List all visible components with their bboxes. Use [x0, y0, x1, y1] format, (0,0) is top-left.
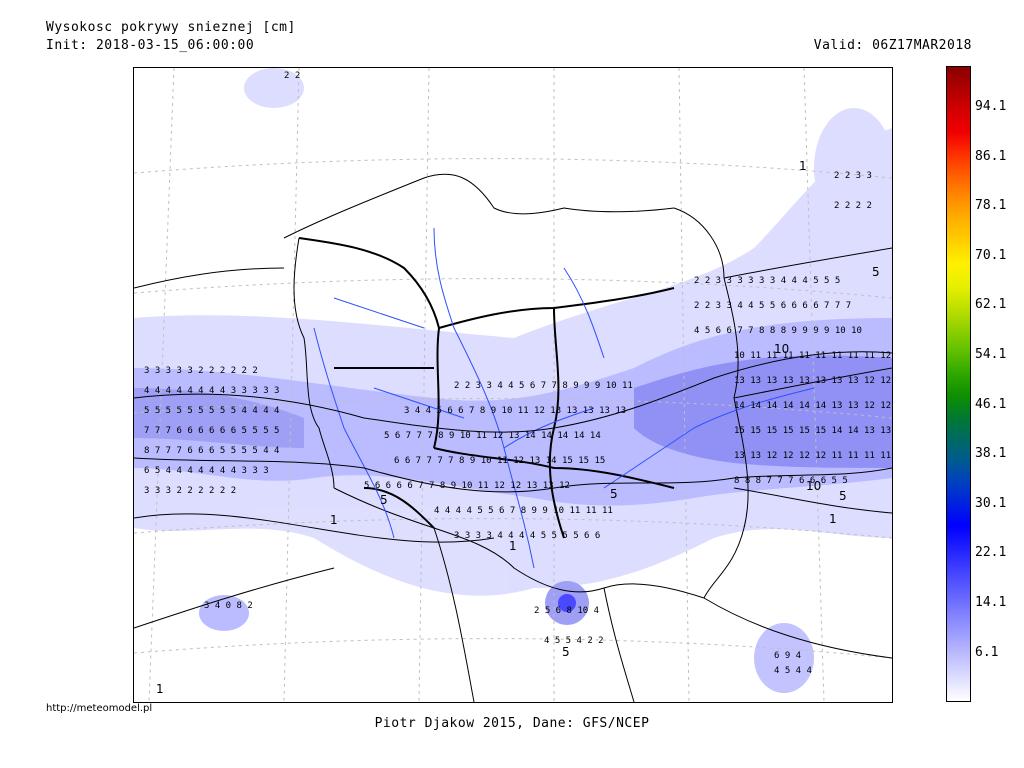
contours: [134, 351, 892, 543]
legend-label: 78.1: [975, 198, 1007, 214]
valid-time: Valid: 06Z17MAR2018: [813, 38, 972, 53]
snow-spot-tatra-core: [558, 594, 576, 612]
contour-label-1-northeast: 1: [799, 159, 807, 173]
snow-band-core-west: [134, 388, 304, 448]
contour-label-5-east: 5: [872, 265, 880, 279]
svg-text:2 2 3 3 4 4 5 5 6 6 6 6 7 7 7: 2 2 3 3 4 4 5 5 6 6 6 6 7 7 7: [694, 301, 851, 311]
snow-spot-north: [244, 68, 304, 108]
svg-text:13 13 13 13 13 13 13 13 12 12: 13 13 13 13 13 13 13 13 12 12: [734, 376, 891, 386]
svg-text:8 8 8 7 7 7 6 6 6 5 5: 8 8 8 7 7 7 6 6 6 5 5: [734, 476, 848, 486]
neighbor-border-1: [134, 267, 285, 289]
svg-text:3 4 4 5 6 6 7 8 9 10 11 12 13: 3 4 4 5 6 6 7 8 9 10 11 12 13 13 13 13 1…: [404, 406, 626, 416]
contour-label-1-corner: 1: [156, 682, 164, 696]
svg-text:4 4 4 4 5 5 6 7 8 9 9 10 11 11: 4 4 4 4 5 5 6 7 8 9 9 10 11 11 11: [434, 506, 613, 516]
neighbor-border-7: [603, 587, 635, 702]
contour-label-1-south: 1: [509, 539, 517, 553]
rivers: [313, 227, 815, 569]
borders: [134, 173, 892, 702]
graticule: [134, 68, 892, 702]
svg-text:15 15 15 15 15 15 14 14 13 13: 15 15 15 15 15 15 14 14 13 13: [734, 426, 891, 436]
svg-text:4 4 4 4 4 4 4 4 3 3 3 3 3: 4 4 4 4 4 4 4 4 3 3 3 3 3: [144, 386, 279, 396]
svg-text:5 5 5 5 5 5 5 5 5 4 4 4 4: 5 5 5 5 5 5 5 5 5 4 4 4 4: [144, 406, 279, 416]
svg-text:3 3 3 3 4 4 4 4 5 5 5 5 6 6: 3 3 3 3 4 4 4 4 5 5 5 5 6 6: [454, 531, 600, 541]
svg-text:8 7 7 7 6 6 6 5 5 5 5 4 4: 8 7 7 7 6 6 6 5 5 5 5 4 4: [144, 446, 279, 456]
svg-text:13 13 12 12 12 12 11 11 11 11: 13 13 12 12 12 12 11 11 11 11: [734, 451, 891, 461]
svg-text:2 5 6 8 10 4: 2 5 6 8 10 4: [534, 606, 599, 616]
contour-label-1-southwest: 1: [330, 513, 338, 527]
snow-depth-digits: 3 3 3 3 3 2 2 2 2 2 2 4 4 4 4 4 4 4 4 3 …: [144, 71, 891, 676]
snow-shading: [134, 68, 892, 693]
svg-text:2 2 3 3 4 4 5 6 7 7 8 9 9 9 10: 2 2 3 3 4 4 5 6 7 7 8 9 9 9 10 11: [454, 381, 633, 391]
snow-band-medium: [134, 318, 892, 506]
contour-label-10-south: 10: [806, 479, 821, 493]
legend-label: 30.1: [975, 495, 1007, 511]
svg-text:5 6 6 6 6 7 7 8 9 10 11 12 12: 5 6 6 6 6 7 7 8 9 10 11 12 12 13 13 12: [364, 481, 570, 491]
legend-label: 62.1: [975, 297, 1007, 313]
neighbor-border-4: [733, 367, 892, 399]
legend-label: 54.1: [975, 347, 1007, 362]
legend-label: 22.1: [975, 545, 1007, 561]
snow-band-core: [634, 355, 892, 468]
init-time: Init: 2018-03-15_06:00:00: [46, 38, 255, 53]
svg-text:6 6 7 7 7 7 8 9 10 11 12 13 14: 6 6 7 7 7 7 8 9 10 11 12 13 14 15 15 15: [394, 456, 605, 466]
neighbor-border-5: [723, 247, 892, 279]
border-south: [333, 487, 705, 599]
map-canvas: 3 3 3 3 3 2 2 2 2 2 2 4 4 4 4 4 4 4 4 3 …: [134, 68, 892, 702]
coastline: [283, 173, 675, 239]
svg-text:2 2: 2 2: [284, 71, 300, 81]
source-url[interactable]: http://meteomodel.pl: [46, 703, 153, 714]
contour-label-5-southeast: 5: [839, 489, 847, 503]
svg-text:3 4 0 8 2: 3 4 0 8 2: [204, 601, 253, 611]
svg-text:6 9 4: 6 9 4: [774, 651, 801, 661]
neighbor-border-3: [703, 597, 892, 659]
legend-colorbar: [946, 66, 971, 702]
contour-label-1-east: 1: [829, 512, 837, 526]
svg-text:2 2 2 2: 2 2 2 2: [834, 201, 872, 211]
svg-text:7 7 7 6 6 6 6 6 6 5 5 5 5: 7 7 7 6 6 6 6 6 6 5 5 5 5: [144, 426, 279, 436]
svg-text:2 2 3 3: 2 2 3 3: [834, 171, 872, 181]
legend-label: 70.1: [975, 247, 1007, 263]
credit-line: Piotr Djakow 2015, Dane: GFS/NCEP: [374, 716, 650, 731]
legend-label: 6.1: [975, 644, 999, 660]
legend-label: 94.1: [975, 99, 1007, 114]
svg-text:4 5 4 4: 4 5 4 4: [774, 666, 812, 676]
svg-text:4 5 6 6 7 7 8 8 8 9 9 9 9 10 1: 4 5 6 6 7 7 8 8 8 9 9 9 9 10 10: [694, 326, 862, 336]
neighbor-border-2: [134, 567, 335, 629]
snow-depth-map: 3 3 3 3 3 2 2 2 2 2 2 4 4 4 4 4 4 4 4 3 …: [133, 67, 893, 703]
legend-label: 14.1: [975, 595, 1007, 610]
snow-spot-west: [199, 595, 249, 631]
contour-label-5-middle: 5: [610, 487, 618, 501]
svg-text:10 11 11 11 11 11 11 11 11 12: 10 11 11 11 11 11 11 11 11 12: [734, 351, 891, 361]
contour-label-5-west: 5: [380, 493, 388, 507]
contour-label-10-east: 10: [774, 342, 789, 356]
snow-spot-southeast: [754, 623, 814, 693]
legend-label: 46.1: [975, 396, 1007, 412]
neighbor-border-6: [433, 527, 475, 702]
legend-label: 38.1: [975, 446, 1007, 462]
contour-labels: 10 10 5 5 5 5 5 1 1 1 1 1: [156, 159, 880, 696]
svg-text:5 6 7 7 7 8 9 10 11 12 13 14 1: 5 6 7 7 7 8 9 10 11 12 13 14 14 14 14 14: [384, 431, 601, 441]
svg-text:4 5 5 4 2 2: 4 5 5 4 2 2: [544, 636, 604, 646]
contour-label-5-south: 5: [562, 645, 570, 659]
svg-text:3 3 3 3 3 2 2 2 2 2 2: 3 3 3 3 3 2 2 2 2 2 2: [144, 366, 258, 376]
svg-text:3 3 3 2 2 2 2 2 2: 3 3 3 2 2 2 2 2 2: [144, 486, 236, 496]
svg-text:14 14 14 14 14 14 13 13 12 12: 14 14 14 14 14 14 13 13 12 12: [734, 401, 891, 411]
border-west: [293, 237, 335, 489]
map-title: Wysokosc pokrywy snieznej [cm]: [46, 20, 296, 35]
svg-text:2 2 3 3 3 3 3 3 4 4 4 5 5 5: 2 2 3 3 3 3 3 3 4 4 4 5 5 5: [694, 276, 840, 286]
legend-label: 86.1: [975, 148, 1007, 164]
svg-text:6 5 4 4 4 4 4 4 4 3 3 3: 6 5 4 4 4 4 4 4 4 3 3 3: [144, 466, 269, 476]
snow-spot-northeast: [814, 108, 892, 228]
